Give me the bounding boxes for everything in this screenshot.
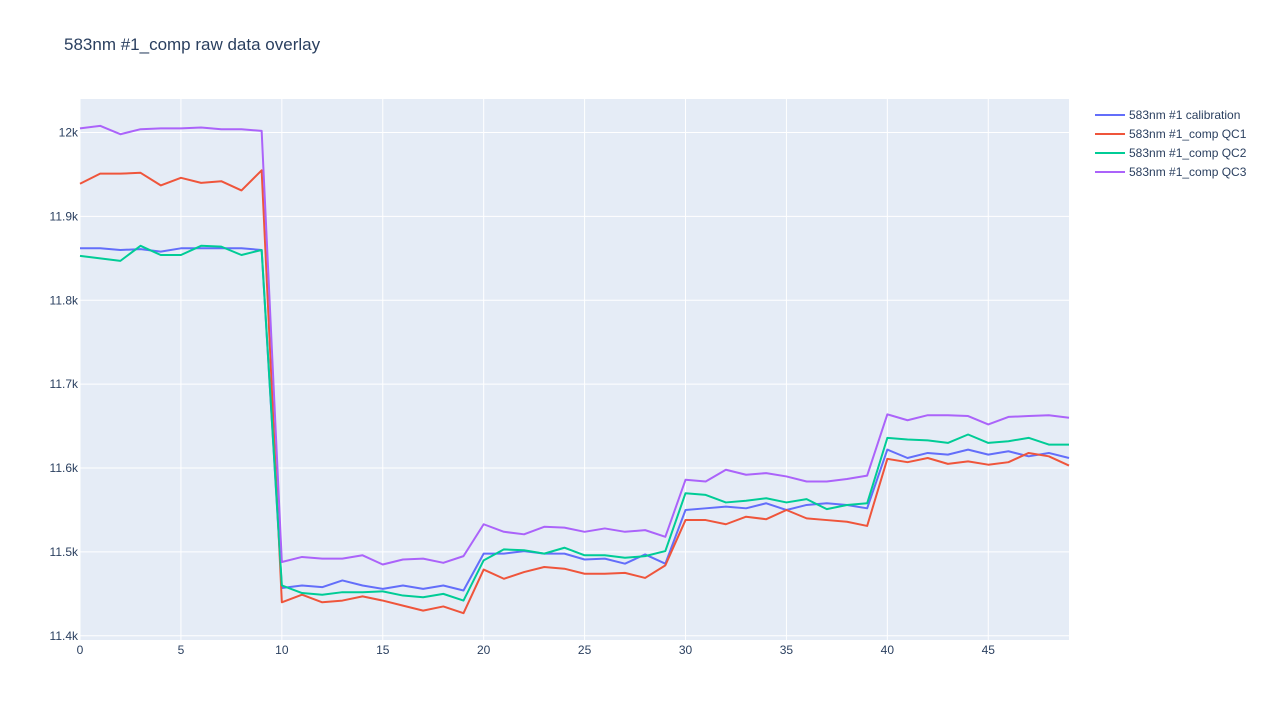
series-lines xyxy=(79,124,1070,615)
y-tick-label: 11.5k xyxy=(50,545,79,559)
series-line[interactable] xyxy=(80,247,1070,592)
legend-item[interactable]: 583nm #1_comp QC1 xyxy=(1095,127,1247,141)
x-tick-label: 30 xyxy=(679,643,693,657)
y-tick-label: 12k xyxy=(59,126,79,140)
plot-area xyxy=(80,99,1069,640)
legend-item[interactable]: 583nm #1_comp QC2 xyxy=(1095,146,1247,160)
legend[interactable]: 583nm #1 calibration 583nm #1_comp QC1 583… xyxy=(1095,108,1247,179)
legend-item[interactable]: 583nm #1_comp QC3 xyxy=(1095,165,1247,179)
x-tick-label: 10 xyxy=(275,643,289,657)
x-tick-label: 0 xyxy=(77,643,84,657)
y-tick-label: 11.8k xyxy=(50,293,79,307)
y-tick-label: 11.4k xyxy=(50,629,79,643)
y-axis-ticks: 11.4k 11.5k 11.6k 11.7k 11.8k 11.9k 12k xyxy=(50,126,79,643)
y-tick-label: 11.7k xyxy=(50,377,79,391)
legend-item[interactable]: 583nm #1 calibration xyxy=(1095,108,1240,122)
x-tick-label: 35 xyxy=(780,643,794,657)
chart-title: 583nm #1_comp raw data overlay xyxy=(64,35,321,54)
series-line[interactable] xyxy=(79,244,1069,602)
x-tick-label: 40 xyxy=(881,643,895,657)
grid-lines xyxy=(79,99,1069,640)
series-line[interactable] xyxy=(79,124,1070,566)
y-tick-label: 11.9k xyxy=(50,209,79,223)
legend-label: 583nm #1_comp QC3 xyxy=(1129,165,1247,179)
legend-label: 583nm #1 calibration xyxy=(1129,108,1240,122)
y-tick-label: 11.6k xyxy=(50,461,79,475)
x-tick-label: 25 xyxy=(578,643,592,657)
x-tick-label: 20 xyxy=(477,643,491,657)
legend-label: 583nm #1_comp QC2 xyxy=(1129,146,1247,160)
x-tick-label: 45 xyxy=(982,643,996,657)
legend-label: 583nm #1_comp QC1 xyxy=(1129,127,1247,141)
x-tick-label: 15 xyxy=(376,643,390,657)
x-axis-ticks: 0 5 10 15 20 25 30 35 40 45 xyxy=(77,643,996,657)
x-tick-label: 5 xyxy=(178,643,185,657)
series-line[interactable] xyxy=(79,169,1070,615)
